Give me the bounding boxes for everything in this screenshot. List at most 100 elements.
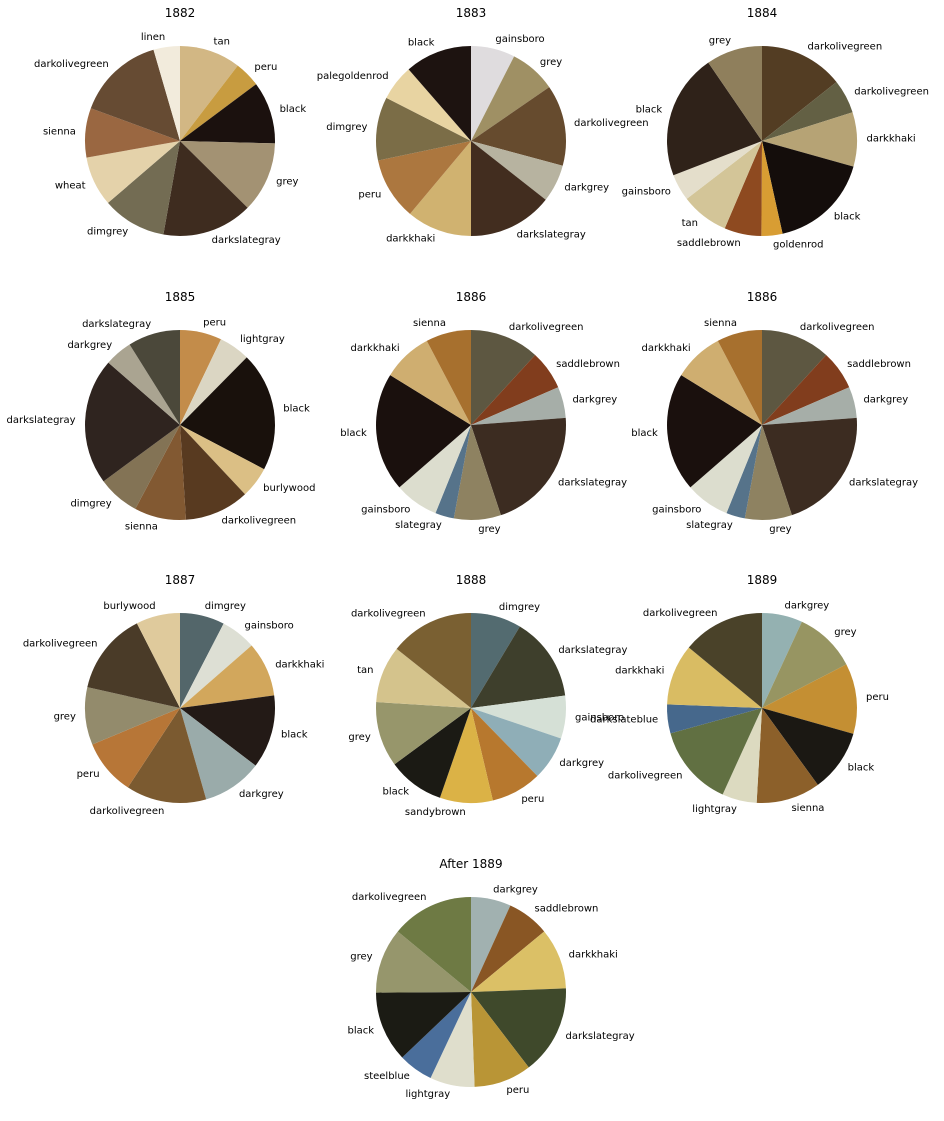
pie-slice-palegoldenrod <box>386 69 471 141</box>
slice-label: darkolivegreen <box>222 515 297 526</box>
slice-label: black <box>281 729 308 740</box>
pie-chart: 1884 darkolivegreen darkolivegreen darkkhak… <box>622 6 929 250</box>
slice-label: peru <box>358 189 381 200</box>
pie-slice-darkgrey <box>762 387 857 425</box>
pie-slice-dimgrey <box>103 425 180 509</box>
pie-slice-tan <box>180 46 238 141</box>
slice-label: grey <box>348 732 370 743</box>
pie-slice-darkolivegreen <box>127 708 207 804</box>
slice-label: darkkhaki <box>641 343 690 354</box>
pie-slice-grey <box>85 687 180 745</box>
pie-slice-black <box>408 46 471 141</box>
pie-slice-darkkhaki <box>681 340 762 425</box>
slice-label: sienna <box>43 126 76 137</box>
pie-slice-peru <box>180 330 221 425</box>
slice-label: sienna <box>413 318 446 329</box>
slice-label: darkolivegreen <box>854 86 929 97</box>
slice-label: saddlebrown <box>535 904 599 915</box>
pie-slice-saddlebrown <box>762 354 850 425</box>
pie-title: 1887 <box>165 573 196 587</box>
pie-slice-darkolivegreen <box>762 46 837 141</box>
pie-title: 1888 <box>456 573 487 587</box>
slice-label: black <box>408 38 435 49</box>
pie-slice-darkolivegreen <box>180 425 246 520</box>
slice-label: goldenrod <box>773 239 823 250</box>
pie-chart: 1885 peru lightgray black burlywood darkolive… <box>7 290 316 533</box>
slice-label: peru <box>203 318 226 329</box>
slice-label: gainsboro <box>361 505 410 516</box>
pie-slice-lightgray <box>722 708 762 803</box>
pie-chart: 1882 tan peru black grey darkslategray dimgrey… <box>34 6 306 246</box>
slice-label: dimgrey <box>70 499 111 510</box>
slice-label: darkolivegreen <box>351 608 426 619</box>
slice-label: grey <box>834 627 856 638</box>
slice-label: steelblue <box>364 1071 410 1082</box>
pie-slice-grey <box>762 621 847 708</box>
pie-slice-darkkhaki <box>390 340 471 425</box>
pie-slice-grey <box>471 56 550 141</box>
pie-slice-gainsboro <box>690 425 762 514</box>
slice-label: peru <box>521 794 544 805</box>
slice-label: linen <box>141 32 165 43</box>
pie-slice-darkslategray <box>163 141 248 236</box>
slice-label: gainsboro <box>575 713 624 724</box>
pie-slice-linen <box>153 46 180 141</box>
pie-slice-tan <box>376 648 471 708</box>
pie-slice-burlywood <box>136 613 180 708</box>
pie-slice-peru <box>92 708 180 788</box>
slice-label: sandybrown <box>405 807 466 818</box>
pie-slice-peru <box>471 992 529 1087</box>
slice-label: darkkhaki <box>386 234 435 245</box>
pie-title: After 1889 <box>439 857 502 871</box>
slice-label: grey <box>350 951 372 962</box>
slice-label: darkslateblue <box>590 715 658 726</box>
slice-label: darkgrey <box>67 340 112 351</box>
slice-label: gainsboro <box>652 505 701 516</box>
slice-label: darkslategray <box>82 319 151 330</box>
slice-label: darkolivegreen <box>34 59 109 70</box>
pie-slice-darkolivegreen <box>762 330 827 425</box>
slice-label: darkolivegreen <box>509 322 584 333</box>
slice-label: saddlebrown <box>847 359 911 370</box>
slice-label: sienna <box>704 318 737 329</box>
pie-slice-darkkhaki <box>762 112 858 167</box>
pie-slice-black <box>667 62 762 176</box>
pie-chart: 1889 darkgrey grey peru black sienna lightgray… <box>590 573 889 815</box>
slice-label: black <box>280 104 307 115</box>
pie-slice-dimgrey <box>107 141 180 235</box>
slice-label: tan <box>682 218 698 229</box>
pie-slice-tan <box>686 141 762 229</box>
slice-label: darkslategray <box>517 229 586 240</box>
pie-chart: 1886 darkolivegreen saddlebrown darkgrey dar… <box>631 290 918 535</box>
slice-label: darkslategray <box>558 477 627 488</box>
pie-slice-grey <box>180 141 275 208</box>
pie-slice-darkolivegreen <box>471 330 536 425</box>
pie-slice-sienna <box>135 425 186 520</box>
slice-label: dimgrey <box>205 601 246 612</box>
pie-slice-wheat <box>86 141 180 203</box>
slice-label: darkkhaki <box>275 659 324 670</box>
slice-label: darkslategray <box>7 415 76 426</box>
pie-slice-grey <box>375 931 471 993</box>
pie-title: 1889 <box>747 573 778 587</box>
slice-label: grey <box>478 524 500 535</box>
pie-slice-sienna <box>85 108 180 158</box>
pie-slice-sandybrown <box>439 708 493 803</box>
pie-slice-darkgrey <box>762 613 802 708</box>
pie-slice-black <box>667 375 762 488</box>
slice-label: darkolivegreen <box>808 41 883 52</box>
slice-label: dimgrey <box>499 602 540 613</box>
pie-slice-darkolivegreen <box>688 613 762 708</box>
pie-slice-darkgrey <box>471 387 566 425</box>
slice-label: darkolivegreen <box>800 322 875 333</box>
slice-label: peru <box>77 769 100 780</box>
slice-label: saddlebrown <box>556 359 620 370</box>
slice-label: darkolivegreen <box>643 608 718 619</box>
pie-title: 1886 <box>456 290 487 304</box>
slice-label: darkslategray <box>558 645 627 656</box>
pie-slice-gainsboro <box>471 695 566 739</box>
pie-slice-darkslategray <box>471 141 546 236</box>
slice-label: black <box>636 105 663 116</box>
slice-label: grey <box>540 57 562 68</box>
slice-label: darkkhaki <box>350 343 399 354</box>
